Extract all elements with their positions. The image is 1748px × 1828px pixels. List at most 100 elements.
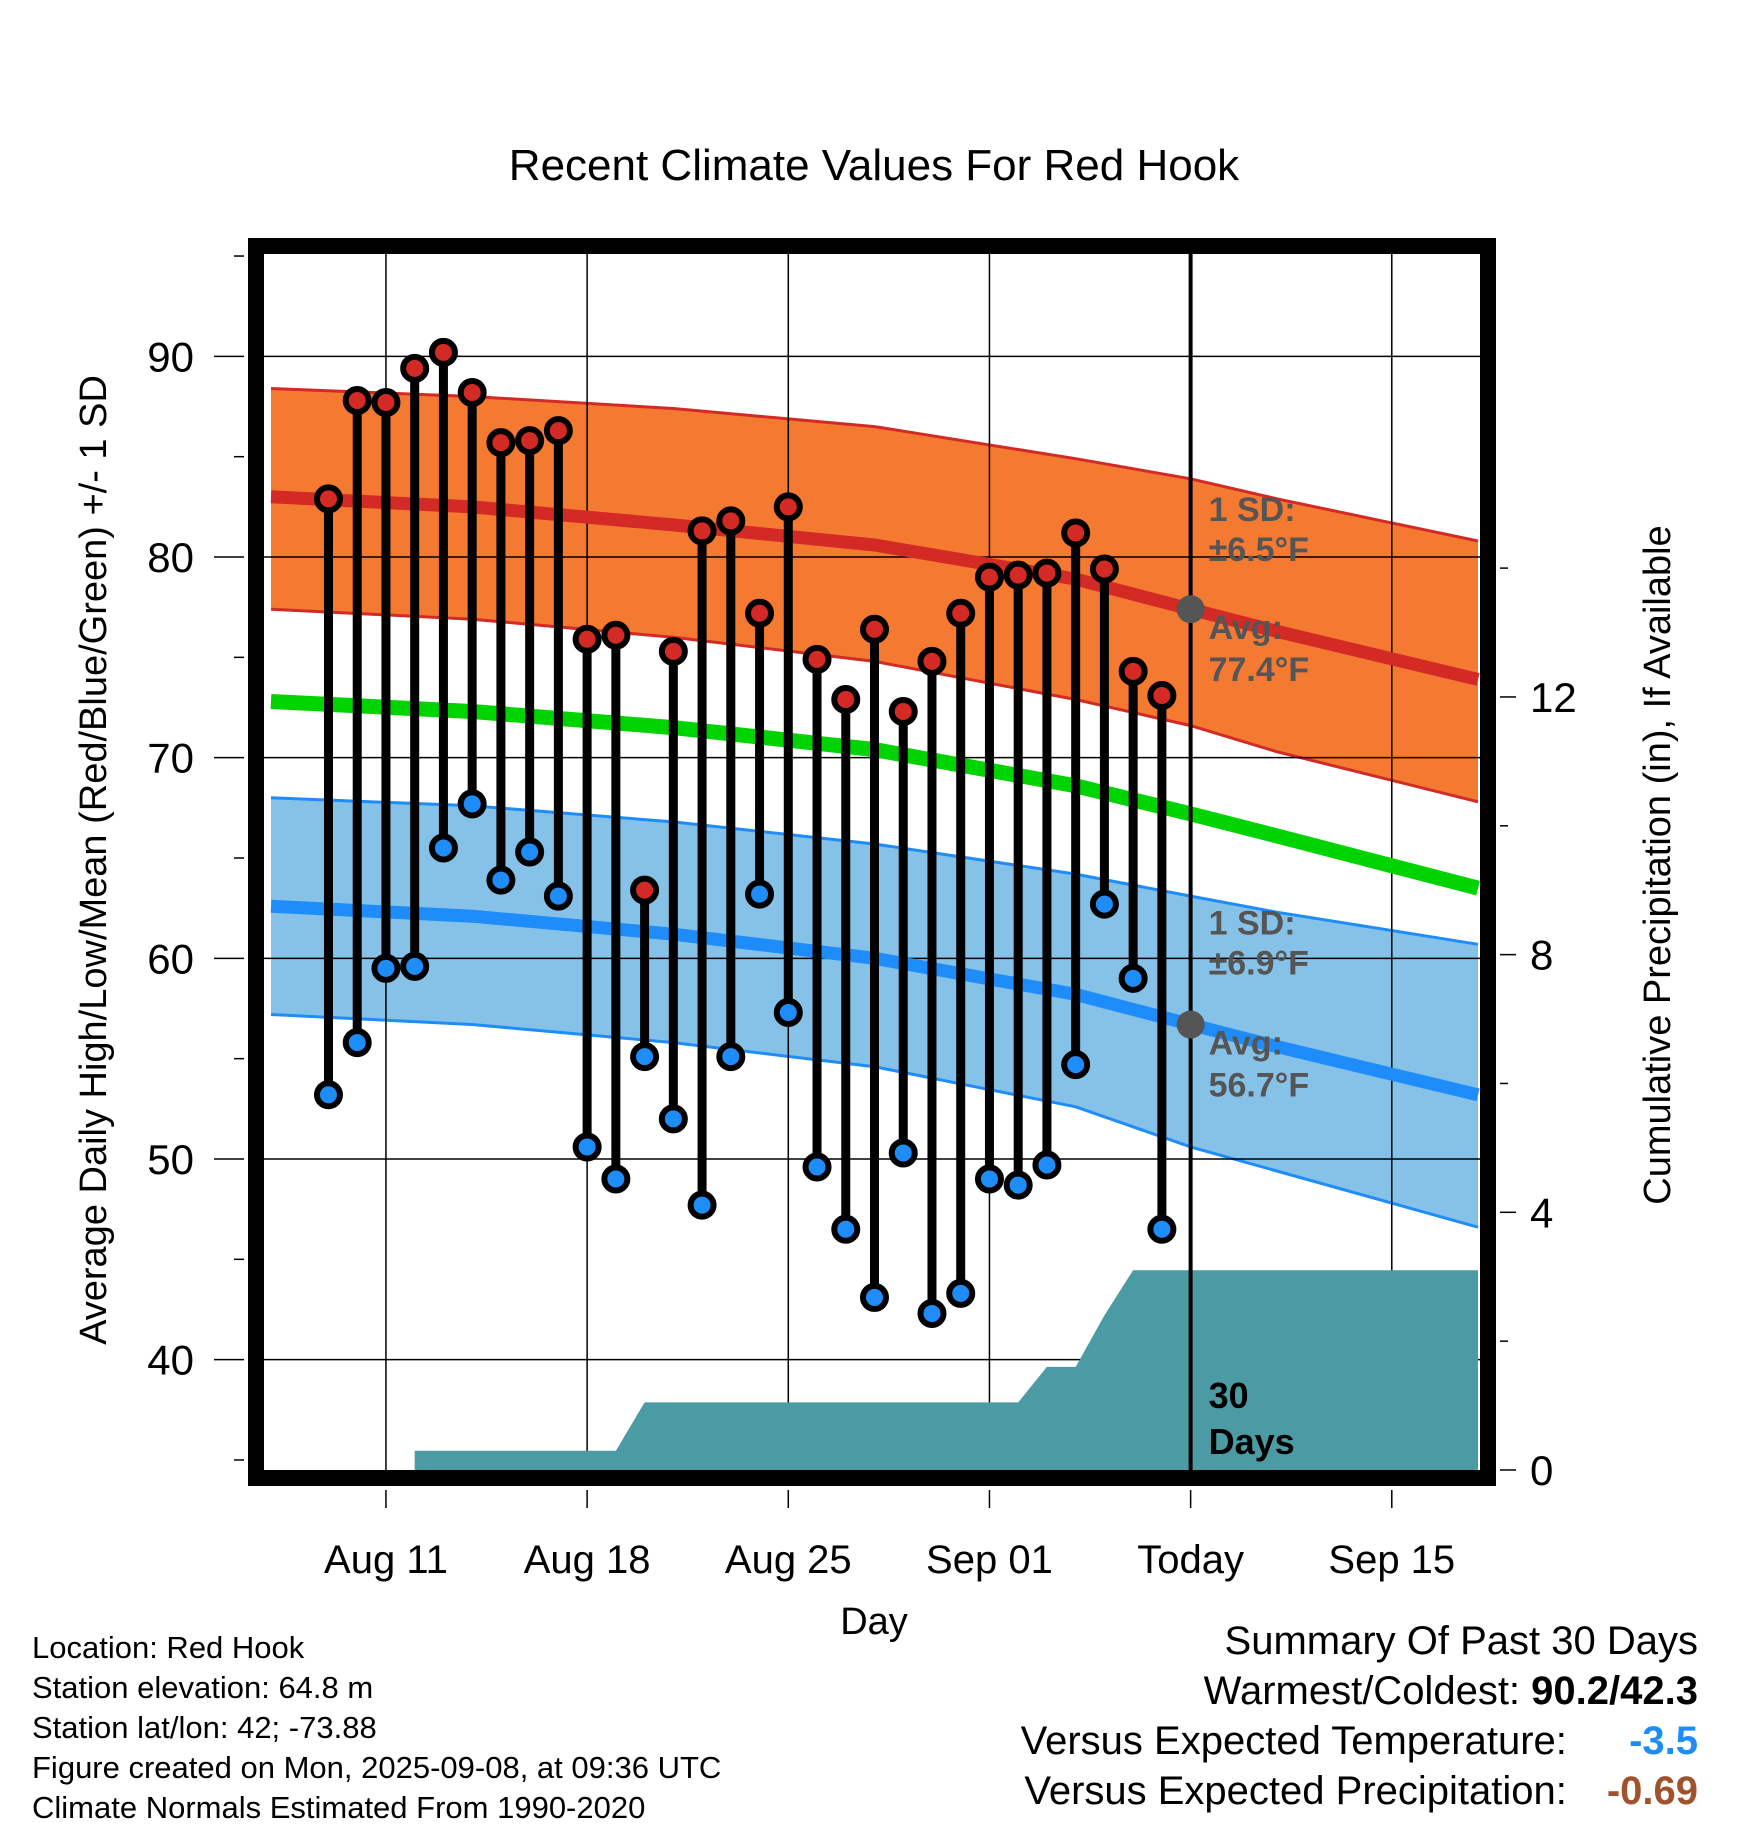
summary-panel: Summary Of Past 30 Days Warmest/Coldest:… xyxy=(1021,1616,1698,1816)
high-band-upper-edge xyxy=(270,387,1479,543)
low-point xyxy=(860,1282,889,1312)
low-band-lower-edge xyxy=(270,1013,1479,1229)
summary-title: Summary Of Past 30 Days xyxy=(1224,1619,1698,1663)
today-low-avg-marker xyxy=(1176,1010,1205,1039)
high-point xyxy=(601,620,631,650)
summary-temp: Versus Expected Temperature: -3.5 xyxy=(1021,1716,1698,1766)
location-text: Location: Red Hook xyxy=(32,1630,305,1665)
days-word: Days xyxy=(1209,1421,1295,1462)
low-point xyxy=(831,1214,861,1244)
summary-precip: Versus Expected Precipitation: -0.69 xyxy=(1021,1766,1698,1816)
low-point xyxy=(888,1138,918,1168)
low-point xyxy=(946,1278,976,1308)
low-point xyxy=(543,881,573,911)
low-point xyxy=(773,998,803,1028)
y2-tick-label: 0 xyxy=(1530,1447,1553,1494)
plot-frame xyxy=(248,238,1496,1486)
x-tick-label: Sep 15 xyxy=(1328,1538,1455,1582)
high-point xyxy=(831,684,861,714)
high-point xyxy=(1061,518,1091,548)
high-sd-value: ±6.5°F xyxy=(1209,531,1309,569)
low-point xyxy=(486,865,516,895)
low-point xyxy=(342,1028,372,1058)
low-point xyxy=(687,1190,717,1220)
x-tick-label: Today xyxy=(1137,1538,1244,1582)
low-point xyxy=(515,837,545,867)
low-point xyxy=(1147,1214,1177,1244)
high-point xyxy=(658,636,688,666)
low-avg-value: 56.7°F xyxy=(1209,1067,1310,1105)
low-point xyxy=(1089,889,1119,919)
y-tick-label: 90 xyxy=(147,333,194,380)
high-point xyxy=(773,492,803,522)
low-point xyxy=(1003,1170,1033,1200)
precip-label: Versus Expected Precipitation: xyxy=(1024,1769,1567,1813)
x-tick-label: Aug 25 xyxy=(725,1538,852,1582)
low-sd-value: ±6.9°F xyxy=(1209,944,1309,982)
created-text: Figure created on Mon, 2025-09-08, at 09… xyxy=(32,1750,722,1785)
high-point xyxy=(745,598,775,628)
high-point xyxy=(400,353,430,383)
low-point xyxy=(716,1042,746,1072)
high-point xyxy=(1089,554,1119,584)
high-point xyxy=(860,614,889,644)
high-point xyxy=(457,377,487,407)
y-tick-label: 50 xyxy=(147,1136,194,1183)
low-point xyxy=(400,951,430,981)
high-point xyxy=(917,646,947,676)
low-point xyxy=(371,953,401,983)
high-point xyxy=(1032,558,1062,588)
high-point xyxy=(515,426,545,456)
high-point xyxy=(342,386,372,416)
low-avg-label: Avg: xyxy=(1209,1025,1283,1063)
days-count: 30 xyxy=(1209,1375,1249,1416)
latlon-text: Station lat/lon: 42; -73.88 xyxy=(32,1710,377,1745)
low-point xyxy=(917,1298,947,1328)
x-tick-label: Aug 11 xyxy=(324,1538,448,1582)
high-point xyxy=(428,337,458,367)
low-point xyxy=(572,1132,602,1162)
station-info: Location: Red Hook Station elevation: 64… xyxy=(32,1628,721,1828)
y-tick-label: 60 xyxy=(147,935,194,982)
high-point xyxy=(1003,560,1033,590)
low-point xyxy=(974,1164,1004,1194)
y-tick-label: 40 xyxy=(147,1337,194,1384)
low-normal-line xyxy=(270,899,1480,1102)
x-tick-label: Aug 18 xyxy=(524,1538,651,1582)
high-avg-value: 77.4°F xyxy=(1209,651,1310,689)
low-point xyxy=(630,1042,660,1072)
temp-label: Versus Expected Temperature: xyxy=(1020,1719,1567,1763)
chart-title: Recent Climate Values For Red Hook xyxy=(509,141,1240,190)
high-point xyxy=(543,416,573,446)
low-point xyxy=(802,1152,832,1182)
low-point xyxy=(313,1080,343,1110)
high-point xyxy=(371,388,401,418)
low-point xyxy=(601,1164,631,1194)
high-sd-band xyxy=(271,388,1478,802)
y-tick-label: 70 xyxy=(147,735,194,782)
y2-axis-label: Cumulative Precipitation (in), If Availa… xyxy=(1637,525,1679,1204)
high-sd-label: 1 SD: xyxy=(1209,491,1296,529)
high-point xyxy=(1147,680,1177,710)
high-point xyxy=(888,697,918,727)
low-point xyxy=(1032,1150,1062,1180)
y-tick-label: 80 xyxy=(147,534,194,581)
high-normal-line xyxy=(270,490,1480,686)
high-point xyxy=(572,624,602,654)
summary-warm-cold: Warmest/Coldest: 90.2/42.3 xyxy=(1021,1666,1698,1716)
low-point xyxy=(745,879,775,909)
high-point xyxy=(313,484,343,514)
low-band-upper-edge xyxy=(270,796,1479,946)
y2-tick-label: 12 xyxy=(1530,674,1577,721)
high-point xyxy=(946,598,976,628)
high-point xyxy=(1118,656,1148,686)
x-tick-label: Sep 01 xyxy=(926,1538,1053,1582)
low-point xyxy=(1118,963,1148,993)
high-point xyxy=(802,644,832,674)
low-point xyxy=(457,789,487,819)
today-high-avg-marker xyxy=(1176,595,1205,624)
low-point xyxy=(428,833,458,863)
normals-text: Climate Normals Estimated From 1990-2020 xyxy=(32,1790,646,1825)
